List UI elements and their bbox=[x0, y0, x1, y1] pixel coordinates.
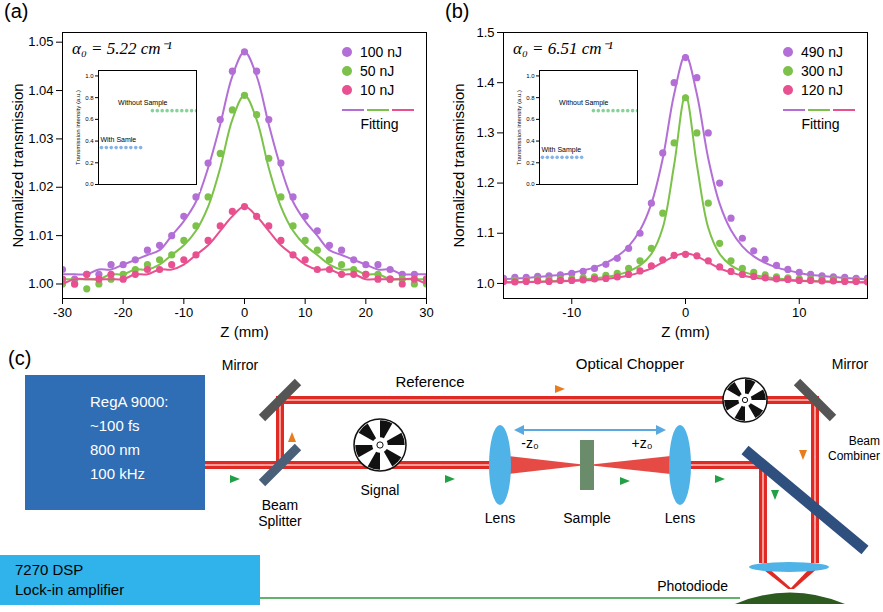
svg-text:Reference: Reference bbox=[395, 373, 464, 390]
svg-text:Without Sample: Without Sample bbox=[559, 99, 609, 107]
svg-text:-20: -20 bbox=[114, 305, 133, 320]
svg-text:1.03: 1.03 bbox=[28, 131, 53, 146]
svg-text:0.4: 0.4 bbox=[526, 138, 535, 144]
svg-text:Normalized transmission: Normalized transmission bbox=[9, 83, 26, 247]
svg-text:20: 20 bbox=[359, 305, 373, 320]
html-text:10 nJ: 10 nJ bbox=[360, 81, 395, 98]
svg-text:0.8: 0.8 bbox=[526, 95, 535, 101]
svg-text:30: 30 bbox=[419, 305, 433, 320]
svg-text:Beam: Beam bbox=[849, 434, 880, 448]
svg-text:1.01: 1.01 bbox=[28, 228, 53, 243]
html-text:300 nJ: 300 nJ bbox=[801, 62, 843, 79]
svg-text:1.0: 1.0 bbox=[476, 276, 494, 291]
svg-text:1.00: 1.00 bbox=[28, 276, 53, 291]
svg-text:1.0: 1.0 bbox=[85, 73, 94, 79]
svg-text:(c): (c) bbox=[8, 347, 31, 369]
svg-text:0: 0 bbox=[682, 305, 689, 320]
svg-text:1.4: 1.4 bbox=[476, 75, 494, 90]
svg-text:0.2: 0.2 bbox=[526, 160, 535, 166]
svg-text:10: 10 bbox=[792, 305, 806, 320]
svg-text:Normalized transmission: Normalized transmission bbox=[450, 83, 467, 247]
svg-text:0.0: 0.0 bbox=[85, 181, 94, 187]
svg-text:Lock-in amplifier: Lock-in amplifier bbox=[15, 581, 124, 598]
svg-text:0.4: 0.4 bbox=[85, 138, 94, 144]
svg-text:Lens: Lens bbox=[485, 510, 515, 526]
svg-text:RegA 9000:: RegA 9000: bbox=[90, 393, 168, 410]
html-text:(b): (b) bbox=[445, 0, 470, 22]
svg-text:0.0: 0.0 bbox=[526, 181, 535, 187]
html-text:50 nJ: 50 nJ bbox=[360, 62, 395, 79]
svg-text:Splitter: Splitter bbox=[258, 513, 302, 529]
svg-text:-10: -10 bbox=[562, 305, 581, 320]
svg-text:1.04: 1.04 bbox=[28, 83, 53, 98]
svg-text:Without Sample: Without Sample bbox=[118, 99, 168, 107]
svg-text:-30: -30 bbox=[53, 305, 72, 320]
svg-text:Mirror: Mirror bbox=[832, 356, 869, 372]
svg-text:Z (mm): Z (mm) bbox=[661, 323, 709, 340]
html-text:Fitting: Fitting bbox=[360, 116, 399, 132]
svg-text:-z₀: -z₀ bbox=[521, 435, 539, 451]
svg-text:1.5: 1.5 bbox=[476, 25, 494, 40]
svg-text:-10: -10 bbox=[174, 305, 193, 320]
html-text:Fitting: Fitting bbox=[801, 116, 840, 132]
svg-text:Z (mm): Z (mm) bbox=[220, 323, 268, 340]
svg-text:Signal: Signal bbox=[361, 482, 400, 498]
svg-text:Beam: Beam bbox=[262, 497, 299, 513]
svg-text:Mirror: Mirror bbox=[222, 357, 259, 373]
svg-text:Combiner: Combiner bbox=[828, 449, 880, 463]
svg-text:0.2: 0.2 bbox=[85, 160, 94, 166]
html-text:100 nJ: 100 nJ bbox=[360, 43, 402, 60]
svg-text:0.8: 0.8 bbox=[85, 95, 94, 101]
svg-text:~100 fs: ~100 fs bbox=[90, 417, 140, 434]
svg-text:1.0: 1.0 bbox=[526, 73, 535, 79]
svg-text:With Sample: With Sample bbox=[541, 146, 581, 154]
svg-text:800 nm: 800 nm bbox=[90, 441, 140, 458]
svg-text:1.2: 1.2 bbox=[476, 175, 494, 190]
svg-text:0.6: 0.6 bbox=[526, 116, 535, 122]
svg-text:Transmission intensity (a.u.): Transmission intensity (a.u.) bbox=[75, 90, 81, 165]
svg-text:Photodiode: Photodiode bbox=[657, 578, 728, 594]
svg-text:1.1: 1.1 bbox=[476, 225, 494, 240]
svg-text:10: 10 bbox=[298, 305, 312, 320]
html-text:490 nJ: 490 nJ bbox=[801, 43, 843, 60]
svg-text:Transmission intensity (a.u.): Transmission intensity (a.u.) bbox=[516, 90, 522, 165]
svg-text:+z₀: +z₀ bbox=[632, 435, 653, 451]
html-text:α₀ = 6.51 cm⁻¹: α₀ = 6.51 cm⁻¹ bbox=[513, 39, 613, 58]
svg-text:1.05: 1.05 bbox=[28, 34, 53, 49]
html-text:α₀ = 5.22 cm⁻¹: α₀ = 5.22 cm⁻¹ bbox=[72, 39, 172, 58]
svg-text:Sample: Sample bbox=[563, 510, 611, 526]
html-text:(a): (a) bbox=[4, 0, 29, 22]
html-text:120 nJ: 120 nJ bbox=[801, 81, 843, 98]
svg-text:Lens: Lens bbox=[665, 510, 695, 526]
svg-text:100 kHz: 100 kHz bbox=[90, 465, 145, 482]
svg-text:0: 0 bbox=[241, 305, 248, 320]
svg-text:With Samle: With Samle bbox=[100, 136, 136, 143]
svg-text:0.6: 0.6 bbox=[85, 116, 94, 122]
svg-text:7270 DSP: 7270 DSP bbox=[15, 561, 83, 578]
svg-text:1.02: 1.02 bbox=[28, 179, 53, 194]
svg-text:Optical Chopper: Optical Chopper bbox=[576, 355, 684, 372]
svg-text:1.3: 1.3 bbox=[476, 125, 494, 140]
